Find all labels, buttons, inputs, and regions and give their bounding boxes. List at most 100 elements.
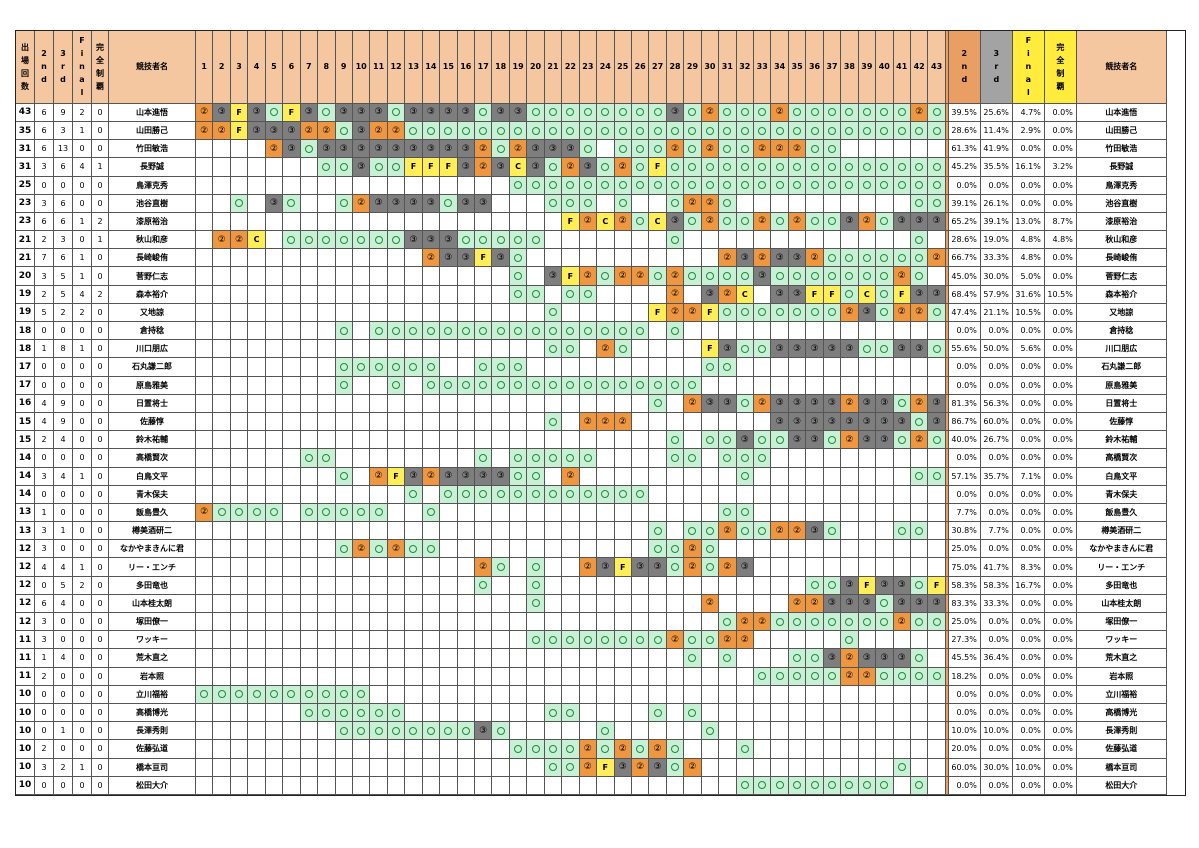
result-cell [910, 358, 929, 377]
result-cell [876, 540, 894, 559]
result-cell [422, 358, 441, 377]
result-cell [475, 649, 493, 668]
result-cell [422, 176, 441, 195]
result-cell [858, 231, 877, 250]
final-rate: 0.0% [1012, 412, 1045, 432]
result-cell [666, 503, 685, 523]
result-cell [283, 649, 301, 668]
result-cell [876, 667, 894, 686]
result-cell [196, 776, 214, 795]
second-rate: 60.0% [948, 758, 981, 777]
complete-count: 0 [92, 503, 109, 523]
result-cell [666, 449, 685, 468]
complete-rate: 0.0% [1044, 103, 1077, 122]
result-cell [754, 758, 772, 777]
result-cell [509, 322, 528, 341]
result-cell [265, 267, 284, 286]
result-cell [858, 340, 877, 359]
final-rate: 16.1% [1012, 158, 1045, 177]
result-cell [754, 503, 772, 523]
result-cell [579, 758, 598, 777]
result-cell [858, 140, 877, 159]
result-cell [823, 449, 842, 468]
complete-count: 0 [92, 176, 109, 195]
result-cell [910, 613, 929, 632]
second-rate: 0.0% [948, 176, 981, 195]
result-cell [196, 412, 214, 432]
result-cell [754, 485, 772, 504]
result-cell [475, 267, 493, 286]
result-cell [335, 722, 353, 741]
tournament-number: 12 [387, 31, 406, 104]
result-cell [806, 176, 824, 195]
third-rate: 58.3% [980, 576, 1013, 595]
second-rate: 0.0% [948, 685, 981, 704]
result-cell [806, 685, 824, 704]
result-cell [754, 449, 772, 468]
result-cell [265, 376, 284, 395]
result-cell [736, 613, 754, 632]
result-cell [771, 740, 789, 759]
athlete-name-right: 秋山和彦 [1076, 231, 1167, 250]
final-rate: 4.7% [1012, 103, 1045, 122]
result-cell [823, 140, 842, 159]
result-cell [736, 594, 754, 613]
result-cell [335, 176, 353, 195]
column-divider [945, 394, 949, 413]
result-cell [440, 394, 458, 413]
result-cell [475, 740, 493, 759]
result-cell [701, 649, 720, 668]
result-cell [858, 322, 877, 341]
athlete-name: 又地諒 [109, 303, 196, 322]
header-char: i [80, 49, 84, 59]
result-cell [788, 776, 807, 795]
result-cell [440, 267, 458, 286]
result-cell [475, 412, 493, 432]
result-cell [823, 703, 842, 723]
result-cell [213, 322, 231, 341]
result-cell [422, 449, 441, 468]
header-char: 数 [21, 81, 29, 91]
result-cell [475, 376, 493, 395]
result-cell [422, 594, 441, 613]
result-cell [788, 267, 807, 286]
result-cell [771, 431, 789, 450]
second-count: 0 [35, 376, 54, 395]
result-cell [701, 249, 720, 268]
result-cell [213, 303, 231, 322]
result-cell [492, 685, 510, 704]
result-cell [701, 194, 720, 213]
result-cell [736, 285, 754, 304]
result-cell [527, 249, 545, 268]
result-cell [405, 703, 423, 723]
result-cell [876, 194, 894, 213]
third-rate: 0.0% [980, 703, 1013, 723]
result-cell [283, 703, 301, 723]
result-cell [509, 522, 528, 541]
result-cell [370, 194, 388, 213]
result-cell [318, 267, 336, 286]
result-cell [440, 758, 458, 777]
result-cell [876, 722, 894, 741]
result-cell [666, 613, 685, 632]
result-cell [335, 667, 353, 686]
result-cell [614, 485, 632, 504]
result-cell [823, 685, 842, 704]
result-cell [631, 467, 650, 486]
complete-rate: 0.0% [1044, 340, 1077, 359]
result-cell [544, 685, 563, 704]
athlete-name-right: 橋本亘司 [1076, 758, 1167, 777]
result-cell [265, 140, 284, 159]
result-cell [230, 212, 249, 232]
result-cell [196, 121, 214, 141]
appearances-count: 12 [16, 558, 35, 577]
result-cell [318, 485, 336, 504]
appearances-count: 10 [16, 776, 35, 795]
column-divider [945, 176, 949, 195]
third-rate: 30.0% [980, 758, 1013, 777]
result-cell [823, 340, 842, 359]
column-divider [945, 685, 949, 704]
result-cell [736, 740, 754, 759]
result-cell [544, 558, 563, 577]
